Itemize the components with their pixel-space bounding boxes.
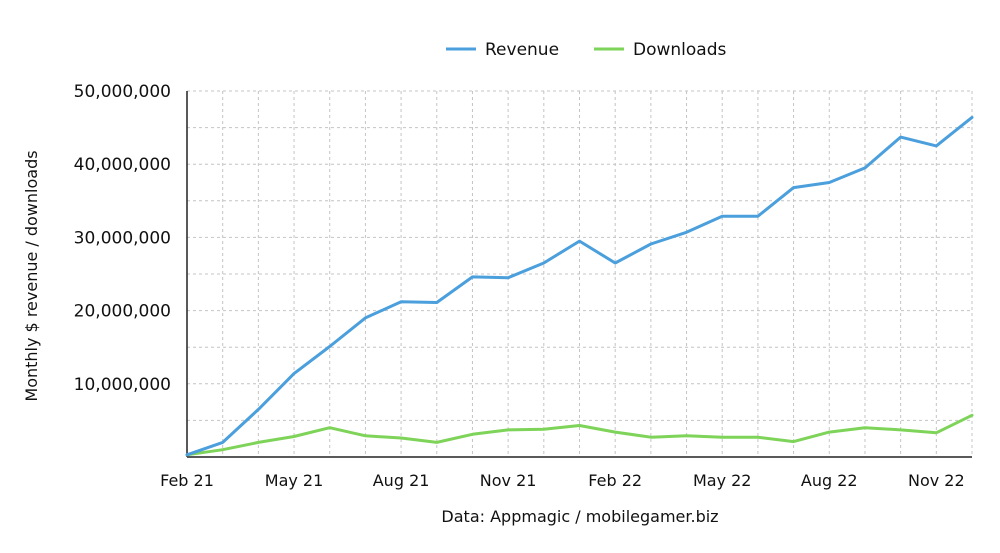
y-tick-label: 40,000,000	[74, 155, 171, 175]
source-note: Data: Appmagic / mobilegamer.biz	[441, 507, 718, 526]
x-tick-label: May 21	[265, 471, 324, 490]
x-tick-label: Nov 22	[908, 471, 965, 490]
series-line-revenue	[185, 115, 974, 457]
grid	[186, 90, 973, 457]
x-tick-label: Nov 21	[480, 471, 537, 490]
y-tick-label: 10,000,000	[74, 375, 171, 395]
y-tick-label: 20,000,000	[74, 302, 171, 322]
y-tick-label: 30,000,000	[74, 228, 171, 248]
legend-label-downloads: Downloads	[633, 40, 727, 60]
series-line-downloads	[185, 413, 974, 457]
x-tick-label: Feb 21	[160, 471, 214, 490]
x-tick-label: Aug 22	[801, 471, 858, 490]
x-axis-ticks: Feb 21 May 21 Aug 21 Nov 21 Feb 22 May 22 Aug …	[160, 471, 965, 490]
x-tick-label: Feb 22	[588, 471, 642, 490]
y-axis-ticks: 10,000,000 20,000,000 30,000,000 40,000,000…	[74, 82, 171, 395]
x-tick-label: May 22	[693, 471, 752, 490]
series-layer	[185, 115, 974, 457]
axes	[186, 91, 972, 458]
legend: Revenue Downloads	[446, 40, 727, 60]
x-tick-label: Aug 21	[373, 471, 430, 490]
y-tick-label: 50,000,000	[74, 82, 171, 102]
y-axis-title: Monthly $ revenue / downloads	[22, 150, 41, 401]
legend-label-revenue: Revenue	[485, 40, 559, 60]
